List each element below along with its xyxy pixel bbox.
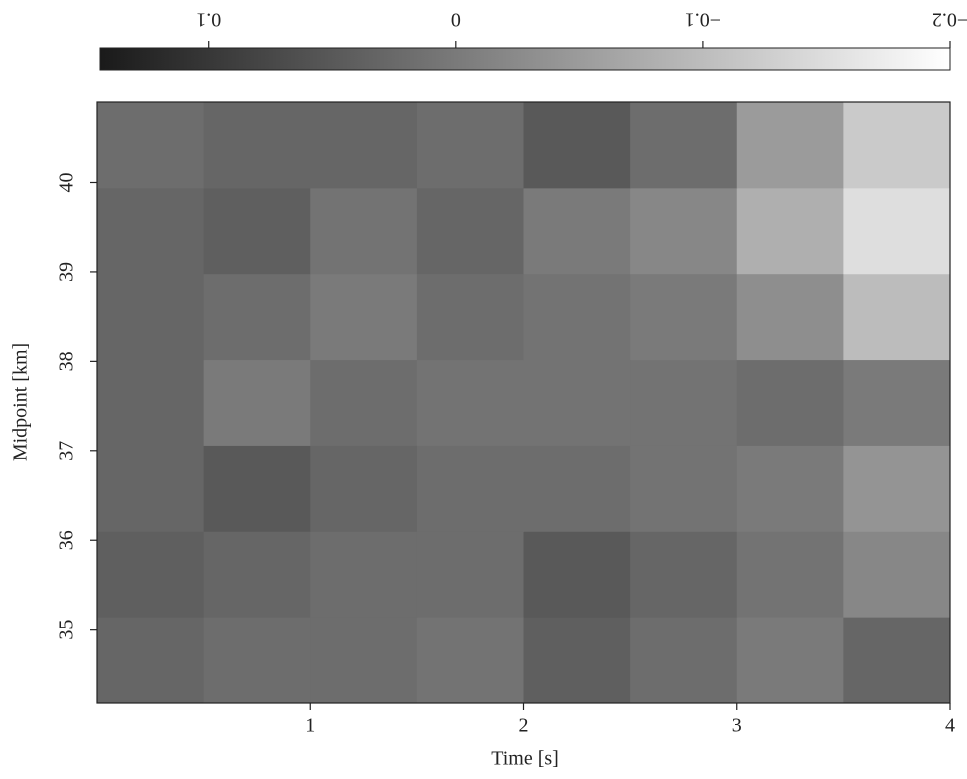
heatmap-cell bbox=[630, 273, 738, 361]
heatmap-cell bbox=[843, 273, 951, 361]
heatmap-cell bbox=[97, 445, 205, 532]
heatmap-cell bbox=[416, 273, 524, 361]
heatmap-cell bbox=[843, 617, 951, 704]
heatmap-cell bbox=[310, 445, 418, 532]
x-tick-label: 4 bbox=[945, 715, 955, 737]
heatmap-cell bbox=[203, 531, 311, 618]
y-axis-label: Midpoint [km] bbox=[10, 343, 32, 461]
heatmap-cell bbox=[736, 273, 844, 361]
heatmap-cell bbox=[97, 273, 205, 361]
heatmap-cell bbox=[736, 102, 844, 189]
heatmap-cell bbox=[736, 445, 844, 532]
heatmap-cell bbox=[523, 617, 631, 704]
heatmap-cell bbox=[523, 273, 631, 361]
heatmap-cell bbox=[416, 359, 524, 446]
heatmap-cell bbox=[97, 187, 205, 275]
heatmap-cell bbox=[523, 102, 631, 189]
heatmap-cell bbox=[203, 102, 311, 189]
heatmap-cell bbox=[97, 531, 205, 618]
heatmap-cell bbox=[523, 445, 631, 532]
colorbar-tick-label: −0.2 bbox=[932, 8, 967, 30]
heatmap-cell bbox=[736, 187, 844, 275]
heatmap-cell bbox=[843, 531, 951, 618]
heatmap-cell bbox=[203, 359, 311, 446]
heatmap-cell bbox=[736, 617, 844, 704]
heatmap-cell bbox=[736, 531, 844, 618]
x-tick-label: 3 bbox=[732, 715, 742, 737]
heatmap-cell bbox=[630, 445, 738, 532]
heatmap-cell bbox=[736, 359, 844, 446]
x-tick-label: 1 bbox=[305, 715, 315, 737]
x-tick-label: 2 bbox=[519, 715, 529, 737]
heatmap-cell bbox=[310, 531, 418, 618]
heatmap-cell bbox=[416, 531, 524, 618]
heatmap-cell bbox=[630, 187, 738, 275]
heatmap-cell bbox=[843, 445, 951, 532]
heatmap-cell bbox=[203, 445, 311, 532]
heatmap-cell bbox=[523, 187, 631, 275]
y-tick-label: 40 bbox=[56, 172, 78, 192]
colorbar bbox=[99, 47, 951, 71]
heatmap-cell bbox=[310, 359, 418, 446]
heatmap-cell bbox=[310, 273, 418, 361]
heatmap-cell bbox=[843, 187, 951, 275]
heatmap-cell bbox=[310, 187, 418, 275]
heatmap-cell bbox=[97, 102, 205, 189]
x-axis-label: Time [s] bbox=[491, 748, 559, 770]
heatmap-cell bbox=[523, 359, 631, 446]
heatmap-cell bbox=[416, 102, 524, 189]
colorbar-tick-label: 0 bbox=[451, 8, 461, 30]
heatmap-cell bbox=[310, 617, 418, 704]
heatmap-cell bbox=[843, 359, 951, 446]
heatmap-cell bbox=[203, 273, 311, 361]
y-tick-label: 39 bbox=[56, 262, 78, 282]
heatmap-cell bbox=[843, 102, 951, 189]
heatmap-cell bbox=[630, 617, 738, 704]
heatmap-cell bbox=[203, 187, 311, 275]
heatmap-cell bbox=[416, 617, 524, 704]
y-tick-label: 35 bbox=[56, 620, 78, 640]
heatmap-cell bbox=[523, 531, 631, 618]
heatmap-cell bbox=[416, 187, 524, 275]
heatmap-cell bbox=[630, 359, 738, 446]
heatmap-cell bbox=[630, 102, 738, 189]
colorbar-tick-label: 0.1 bbox=[196, 8, 221, 30]
y-tick-label: 37 bbox=[56, 441, 78, 461]
y-tick-label: 38 bbox=[56, 351, 78, 371]
heatmap-cell bbox=[630, 531, 738, 618]
colorbar-tick-label: −0.1 bbox=[685, 8, 721, 30]
heatmap-cell bbox=[310, 102, 418, 189]
heatmap-cell bbox=[97, 359, 205, 446]
heatmap-cell bbox=[203, 617, 311, 704]
y-tick-label: 36 bbox=[56, 530, 78, 550]
heatmap-cell bbox=[416, 445, 524, 532]
heatmap-cell bbox=[97, 617, 205, 704]
